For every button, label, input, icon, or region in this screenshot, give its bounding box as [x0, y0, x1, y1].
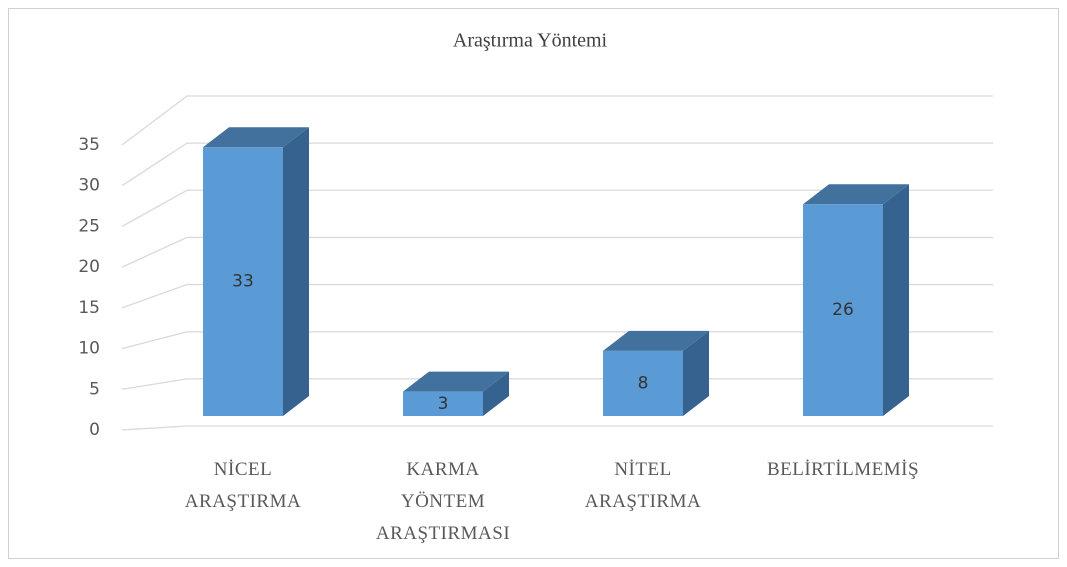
bar [203, 127, 309, 417]
x-tick-label: NİTEL ARAŞTIRMA [584, 459, 702, 512]
y-tick-label: 35 [78, 135, 100, 155]
x-tick-label: BELİRTİLMEMİŞ [766, 459, 920, 480]
value-label: 33 [232, 272, 254, 292]
bar-front [803, 204, 883, 416]
chart-title: Araştırma Yöntemi [453, 30, 608, 52]
grid-line [121, 95, 993, 146]
bar-top [403, 371, 509, 392]
y-tick-label: 5 [89, 379, 100, 399]
grid-line [121, 425, 993, 431]
y-tick-label: 30 [78, 176, 100, 196]
grid-line [121, 236, 993, 268]
grid-line [121, 189, 993, 227]
bar-front [403, 391, 483, 416]
bar [403, 371, 509, 416]
y-tick-label: 10 [78, 339, 100, 359]
bar-top [203, 127, 309, 148]
bar [803, 184, 909, 416]
x-tick-label: NİCEL ARAŞTIRMA [184, 459, 302, 512]
y-tick-label: 0 [89, 420, 100, 440]
value-label: 26 [832, 300, 854, 320]
value-label: 8 [638, 373, 649, 393]
y-tick-label: 20 [78, 257, 100, 277]
bar-side [283, 127, 309, 417]
bar-side [883, 184, 909, 416]
bar-side [483, 371, 509, 416]
bar-top [603, 330, 709, 351]
x-tick-label: KARMA YÖNTEM ARAŞTIRMASI [375, 459, 511, 544]
bar-front [603, 350, 683, 416]
grid-line [121, 378, 993, 390]
bar-top [803, 184, 909, 205]
grid-line [121, 142, 993, 187]
value-label: 3 [438, 394, 449, 414]
bar-side [683, 330, 709, 416]
y-tick-label: 15 [78, 298, 100, 318]
grid-line [121, 283, 993, 309]
chart-frame [8, 8, 1059, 559]
bar-front [203, 147, 283, 417]
bar [603, 330, 709, 416]
y-tick-label: 25 [78, 216, 100, 236]
grid-line [121, 331, 993, 350]
